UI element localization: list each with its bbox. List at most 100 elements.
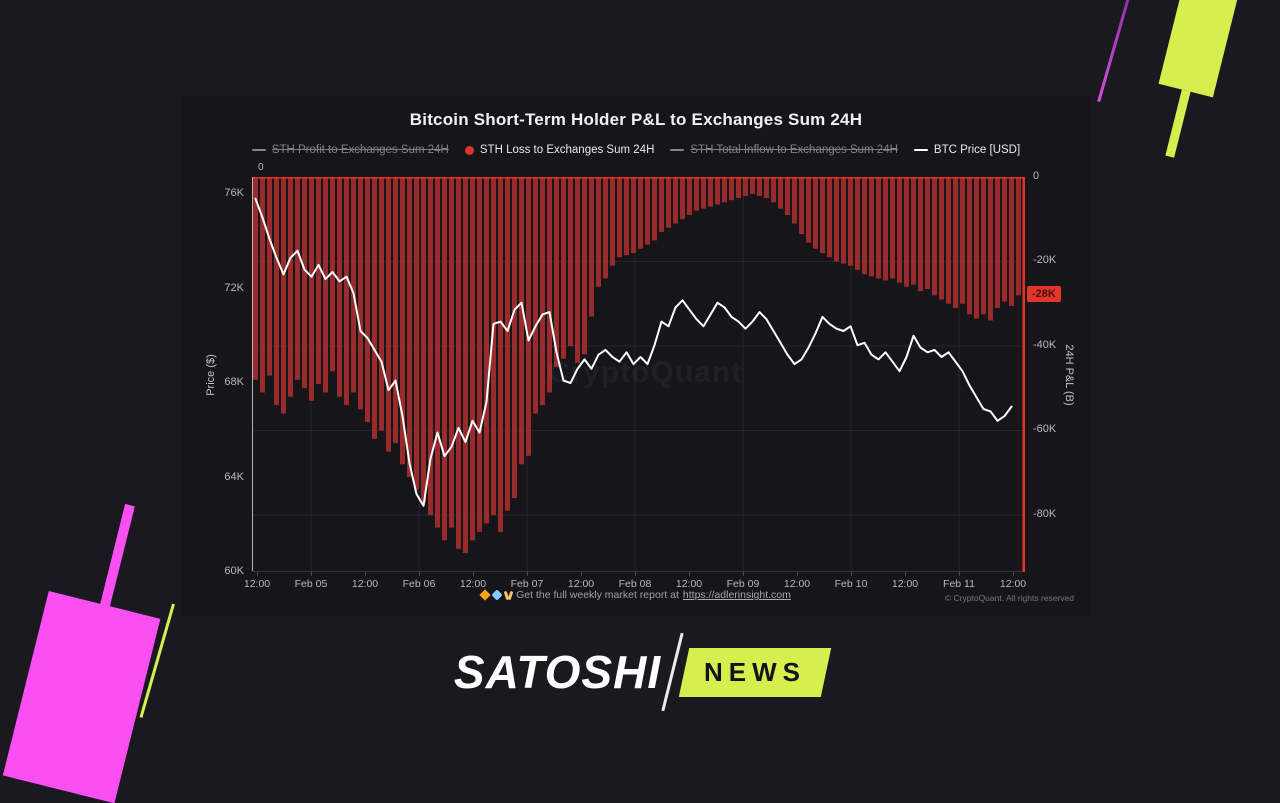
time-axis-tickmark — [257, 572, 258, 576]
promo-link[interactable]: https://adlerinsight.com — [682, 589, 791, 601]
loss-bar — [491, 177, 496, 515]
loss-bar — [372, 177, 377, 439]
time-axis-tick: Feb 09 — [726, 578, 760, 590]
loss-bar — [589, 177, 594, 317]
loss-bar — [519, 177, 524, 465]
loss-bar — [561, 177, 566, 359]
pnl-axis-tick: -80K — [1033, 507, 1057, 520]
loss-bar — [253, 177, 258, 380]
time-axis-tickmark — [581, 572, 582, 576]
loss-bar — [806, 177, 811, 243]
loss-bar — [673, 177, 678, 224]
legend-item[interactable]: BTC Price [USD] — [913, 144, 1020, 156]
loss-bar — [974, 177, 979, 319]
loss-bar — [645, 177, 650, 245]
loss-bar — [260, 177, 265, 393]
raised-hands-icon — [503, 590, 514, 600]
news-tag: NEWS — [678, 647, 832, 697]
time-axis-tick: 12:00 — [243, 578, 271, 590]
time-axis-tickmark — [473, 572, 474, 576]
time-axis-tickmark — [1013, 572, 1014, 576]
loss-bar — [939, 177, 944, 300]
loss-bar — [400, 177, 405, 465]
loss-bar — [792, 177, 797, 224]
loss-bar — [498, 177, 503, 532]
time-axis-tickmark — [959, 572, 960, 576]
legend-dash-marker — [913, 149, 928, 151]
loss-bar — [827, 177, 832, 258]
price-axis-tick: 64K — [224, 470, 244, 483]
chart-svg — [252, 177, 1025, 572]
time-axis-tick: Feb 05 — [294, 578, 328, 590]
loss-bar — [785, 177, 790, 215]
loss-bar — [918, 177, 923, 292]
loss-bar — [351, 177, 356, 393]
loss-bar — [295, 177, 300, 380]
time-axis-tickmark — [905, 572, 906, 576]
loss-bar — [715, 177, 720, 205]
slash-decoration — [661, 632, 684, 712]
loss-bar — [820, 177, 825, 253]
time-axis-tickmark — [311, 572, 312, 576]
loss-bar — [848, 177, 853, 266]
time-axis-tickmark — [797, 572, 798, 576]
time-axis-tick: 12:00 — [891, 578, 919, 590]
loss-bar — [477, 177, 482, 532]
loss-bar — [778, 177, 783, 209]
pnl-axis-tick: -20K — [1033, 254, 1057, 267]
time-axis-tickmark — [365, 572, 366, 576]
legend-label: STH Loss to Exchanges Sum 24H — [479, 144, 655, 156]
legend-item[interactable]: STH Loss to Exchanges Sum 24H — [464, 144, 655, 156]
time-axis-tick: 12:00 — [351, 578, 379, 590]
promo-text: Get the full weekly market report at — [516, 589, 679, 601]
loss-bar — [687, 177, 692, 215]
pnl-axis-tick: 0 — [1033, 170, 1040, 182]
loss-bar — [421, 177, 426, 503]
news-tag-label: NEWS — [704, 656, 807, 687]
loss-bar — [533, 177, 538, 414]
loss-bar — [911, 177, 916, 285]
loss-bar — [281, 177, 286, 414]
loss-bar — [449, 177, 454, 528]
loss-bar — [897, 177, 902, 283]
loss-bar — [841, 177, 846, 264]
left-axis-title: Price ($) — [205, 354, 217, 396]
loss-bar — [379, 177, 384, 431]
loss-bar — [505, 177, 510, 511]
legend-item[interactable]: STH Total Inflow to Exchanges Sum 24H — [670, 144, 898, 156]
loss-bar — [771, 177, 776, 203]
loss-bar — [946, 177, 951, 304]
pnl-zero-label-left: 0 — [258, 162, 264, 173]
loss-bar — [624, 177, 629, 256]
loss-bar — [274, 177, 279, 406]
loss-bar — [358, 177, 363, 410]
loss-bar — [456, 177, 461, 549]
loss-bar — [1009, 177, 1014, 306]
loss-bar — [386, 177, 391, 452]
loss-bar — [1002, 177, 1007, 302]
loss-bar — [484, 177, 489, 524]
loss-bar — [890, 177, 895, 279]
time-axis-tick: Feb 08 — [618, 578, 652, 590]
loss-bar — [813, 177, 818, 249]
loss-bar — [638, 177, 643, 249]
loss-bar — [694, 177, 699, 211]
cryptoquant-watermark: CryptoQuant — [547, 356, 743, 389]
legend-item[interactable]: STH Profit to Exchanges Sum 24H — [251, 144, 449, 156]
loss-bar — [316, 177, 321, 384]
chart-card: Bitcoin Short-Term Holder P&L to Exchang… — [182, 96, 1090, 616]
loss-bar — [526, 177, 531, 456]
loss-bar — [554, 177, 559, 368]
loss-bar — [862, 177, 867, 275]
loss-bar — [729, 177, 734, 201]
loss-bar — [470, 177, 475, 541]
legend-label: STH Total Inflow to Exchanges Sum 24H — [690, 144, 898, 156]
loss-bar — [764, 177, 769, 199]
copyright-text: © CryptoQuant. All rights reserved — [944, 593, 1074, 603]
loss-bar — [967, 177, 972, 315]
loss-bar — [869, 177, 874, 277]
loss-bar — [701, 177, 706, 209]
btc-price-line — [254, 197, 1013, 507]
candlestick-decoration-top-right — [1142, 0, 1250, 163]
loss-bar — [876, 177, 881, 279]
